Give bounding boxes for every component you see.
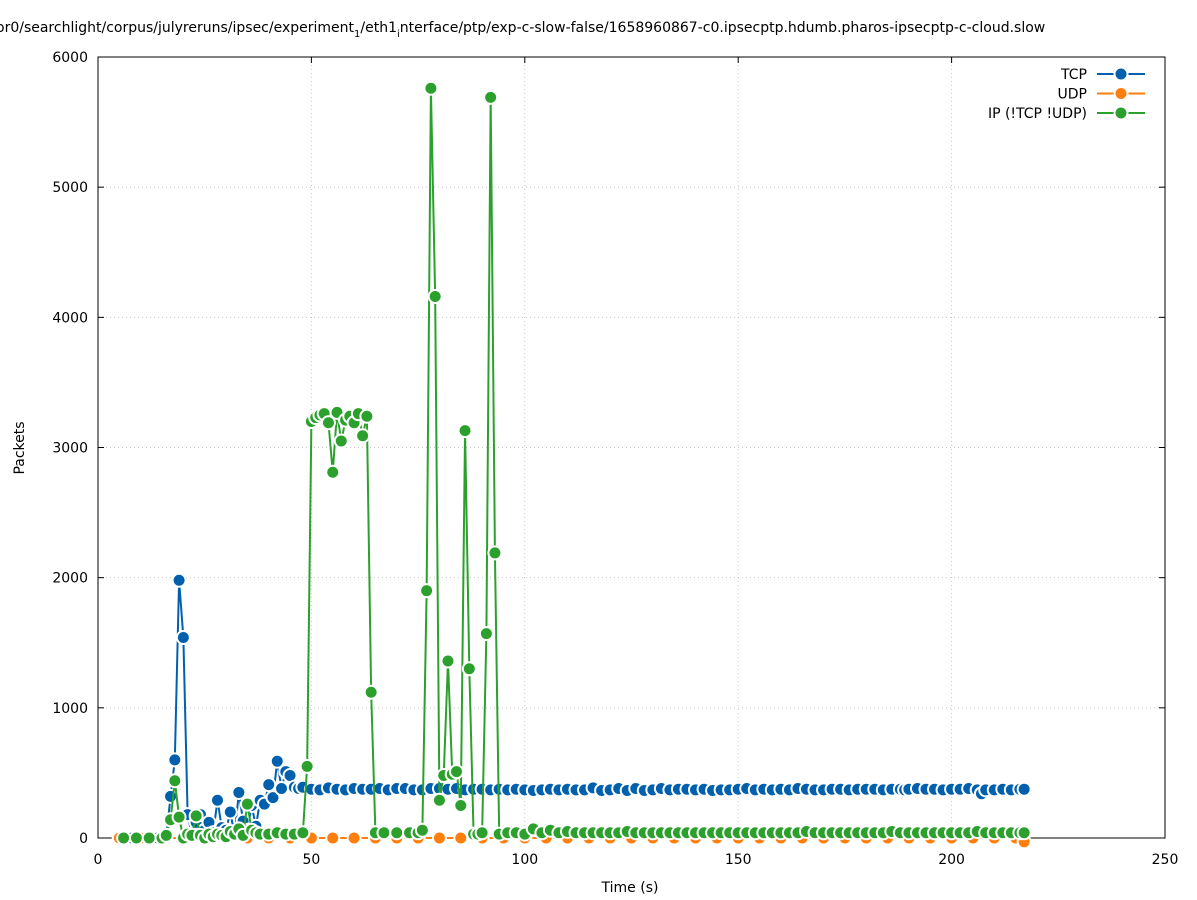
legend: TCP UDP IP (!TCP !UDP) (988, 66, 1145, 122)
y-axis-label: Packets (12, 421, 28, 474)
data-point (431, 792, 447, 808)
grid (98, 57, 1165, 838)
data-point (376, 825, 392, 841)
legend-marker (1113, 66, 1129, 82)
data-point (158, 827, 174, 843)
legend-label: TCP (1060, 67, 1087, 83)
y-tick-label: 0 (79, 831, 88, 847)
data-point (427, 289, 443, 305)
title-part: 1 (354, 29, 360, 40)
data-point (461, 661, 477, 677)
x-tick-label: 200 (938, 852, 965, 868)
data-point (261, 777, 277, 793)
data-point (222, 804, 238, 820)
data-point (453, 830, 469, 846)
legend-label: IP (!TCP !UDP) (988, 106, 1087, 122)
data-point (487, 545, 503, 561)
data-point (359, 408, 375, 424)
data-point (171, 572, 187, 588)
legend-entry: IP (!TCP !UDP) (988, 105, 1145, 122)
data-point (440, 653, 456, 669)
data-point (167, 773, 183, 789)
x-tick-label: 150 (725, 852, 752, 868)
data-point (419, 583, 435, 599)
legend-marker (1113, 86, 1129, 101)
data-point (320, 415, 336, 431)
y-tick-label: 2000 (52, 571, 88, 587)
series-line (123, 88, 1025, 840)
legend-label: UDP (1058, 87, 1087, 103)
data-point (269, 753, 285, 769)
chart-title: or0/searchlight/corpus/julyreruns/ipsec/… (0, 20, 1045, 40)
x-tick-label: 250 (1152, 852, 1179, 868)
title-part: i (397, 29, 400, 40)
data-point (274, 781, 290, 797)
title-part: /eth1 (360, 20, 397, 36)
data-point (389, 825, 405, 841)
data-point (474, 825, 490, 841)
title-part: or0/searchlight/corpus/julyreruns/ipsec/… (0, 20, 355, 36)
data-point (167, 752, 183, 768)
data-point (239, 796, 255, 812)
data-point (265, 790, 281, 806)
data-point (210, 792, 225, 808)
y-tick-label: 5000 (52, 180, 88, 196)
x-axis-label: Time (s) (601, 880, 659, 896)
data-point (1016, 781, 1032, 797)
data-point (325, 464, 341, 480)
data-point (175, 630, 191, 646)
data-point (414, 822, 430, 838)
data-point (128, 830, 144, 846)
y-tick-label: 6000 (52, 50, 88, 66)
data-point (295, 825, 311, 841)
data-point (423, 80, 439, 96)
data-point (449, 764, 465, 780)
data-point (483, 89, 499, 105)
data-point (457, 423, 473, 439)
data-point (346, 830, 362, 846)
y-tick-label: 3000 (52, 441, 88, 457)
x-tick-label: 100 (511, 852, 538, 868)
data-point (299, 758, 315, 774)
data-point (163, 788, 179, 804)
y-tick-label: 4000 (52, 310, 88, 326)
data-point (431, 830, 447, 846)
legend-entry: UDP (1058, 86, 1145, 103)
data-point (171, 809, 187, 825)
data-point (188, 808, 204, 824)
series-2 (116, 80, 1032, 846)
data-point (355, 428, 371, 444)
data-point (333, 433, 349, 449)
title-part: nterface/ptp/exp-c-slow-false/1658960867… (400, 20, 1045, 36)
data-point (1016, 825, 1032, 841)
legend-entry: TCP (1060, 66, 1145, 83)
data-point (363, 684, 379, 700)
legend-marker (1113, 105, 1129, 121)
data-point (453, 797, 469, 813)
data-point (141, 830, 157, 846)
axis-ticks: 0 50 100 150 200 250 0 1000 2000 3000 4000 5000 6000 (52, 50, 1178, 868)
y-tick-label: 1000 (52, 701, 88, 717)
data-point (231, 784, 247, 800)
x-tick-label: 0 (94, 852, 103, 868)
data-point (116, 830, 132, 846)
data-point (325, 830, 341, 846)
data-point (478, 626, 494, 642)
x-tick-label: 50 (302, 852, 320, 868)
series-layer (111, 80, 1032, 850)
